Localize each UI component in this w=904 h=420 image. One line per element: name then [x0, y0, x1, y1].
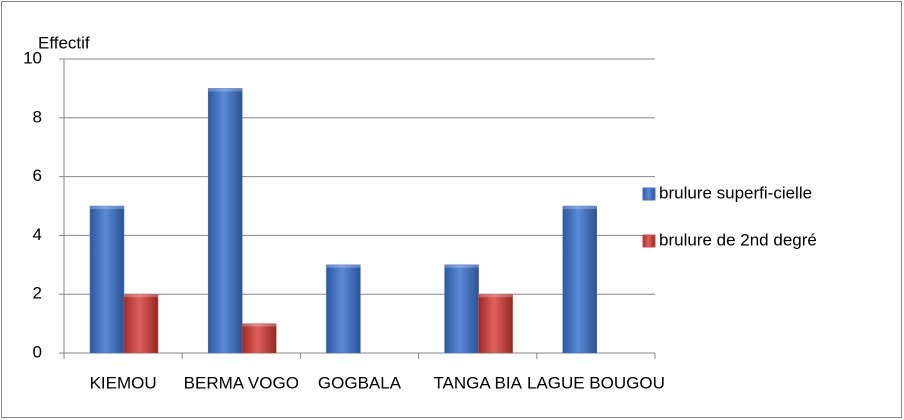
bar-cap — [326, 264, 361, 268]
bar — [207, 88, 243, 354]
bar — [444, 264, 479, 354]
legend-label: brulure superfi-cielle — [659, 183, 812, 202]
bar-cap — [444, 264, 479, 268]
bar — [478, 293, 513, 354]
bar-cap — [478, 294, 513, 298]
legend-label: brulure de 2nd degré — [659, 230, 817, 249]
x-tick-label: KIEMOU — [90, 373, 157, 392]
bar-cap — [562, 206, 597, 209]
bar-cap — [90, 206, 124, 209]
x-tick-label: TANGA BIA — [433, 373, 522, 392]
y-tick-label: 6 — [33, 166, 42, 185]
bar — [123, 293, 159, 354]
y-tick-label: 2 — [33, 284, 42, 303]
bar — [562, 205, 598, 354]
bar-cap — [124, 294, 158, 298]
y-axis-label: Effectif — [38, 33, 90, 52]
bar — [241, 323, 277, 354]
bar-cap — [242, 323, 277, 327]
bar — [326, 264, 361, 354]
y-tick-label: 8 — [33, 107, 42, 126]
bar-cap — [208, 88, 243, 92]
bar — [89, 205, 125, 354]
legend-swatch — [642, 187, 656, 201]
x-tick-label: BERMA VOGO — [184, 373, 299, 392]
y-tick-label: 10 — [23, 48, 42, 67]
legend-swatch — [642, 234, 656, 248]
x-tick-label: LAGUE BOUGOU — [527, 373, 665, 392]
y-tick-label: 0 — [33, 342, 42, 361]
x-tick-label: GOGBALA — [318, 373, 402, 392]
y-tick-label: 4 — [33, 225, 42, 244]
